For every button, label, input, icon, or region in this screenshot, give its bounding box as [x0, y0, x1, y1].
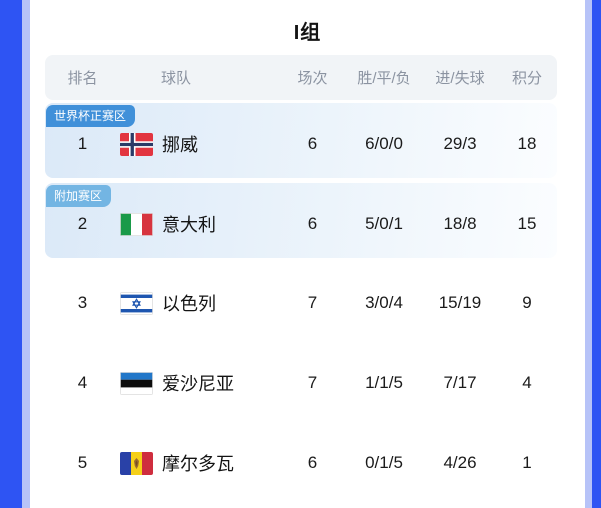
header-wdl: 胜/平/负: [357, 70, 411, 87]
header-rank: 排名: [67, 70, 98, 87]
matches-cell: 6: [307, 134, 318, 153]
wdl-cell: 1/1/5: [365, 373, 403, 392]
team-cell: 挪威: [120, 131, 280, 157]
rank-cell: 2: [77, 214, 88, 233]
matches-cell: 7: [307, 373, 318, 392]
table-row-moldova[interactable]: 5 摩尔多瓦 6 0/1/5 4/26 1: [45, 423, 557, 503]
points-cell: 9: [522, 293, 532, 312]
points-cell: 15: [517, 214, 537, 233]
moldova-flag-icon: [120, 451, 153, 475]
header-matches: 场次: [297, 70, 328, 87]
team-name: 意大利: [162, 215, 216, 235]
standings-table: 排名 球队 场次 胜/平/负 进/失球 积分 世界杯正赛区 1: [45, 55, 557, 503]
points-cell: 4: [522, 373, 532, 392]
header-team: 球队: [161, 70, 192, 87]
italy-flag-icon: [120, 212, 153, 236]
team-cell: 以色列: [120, 290, 280, 316]
left-frame-strip: [22, 0, 30, 508]
table-row-israel[interactable]: 3 以色列 7 3/0/4 15/19 9: [45, 263, 557, 343]
israel-flag-icon: [120, 291, 153, 315]
rank-cell: 3: [77, 293, 88, 312]
group-title: I组: [293, 22, 322, 44]
team-name: 爱沙尼亚: [162, 374, 234, 394]
estonia-flag-icon: [120, 371, 153, 395]
rank-cell: 1: [77, 134, 88, 153]
matches-cell: 7: [307, 293, 318, 312]
zone-badge-qualified: 世界杯正赛区: [46, 105, 136, 127]
wdl-cell: 5/0/1: [365, 214, 403, 233]
goals-cell: 7/17: [443, 373, 477, 392]
wdl-cell: 0/1/5: [365, 453, 403, 472]
header-goals: 进/失球: [435, 70, 485, 87]
table-row-estonia[interactable]: 4 爱沙尼亚 7 1/1/5 7/17 4: [45, 343, 557, 423]
zone-badge-playoff: 附加赛区: [46, 185, 112, 207]
goals-cell: 15/19: [438, 293, 482, 312]
matches-cell: 6: [307, 453, 318, 472]
right-frame-bar: [592, 0, 601, 508]
team-cell: 爱沙尼亚: [120, 370, 280, 396]
standings-panel: I组 排名 球队 场次 胜/平/负 进/失球 积分 世界杯正赛区 1: [30, 0, 585, 508]
wdl-cell: 6/0/0: [365, 134, 403, 153]
team-cell: 摩尔多瓦: [120, 450, 280, 476]
team-name: 挪威: [162, 135, 198, 155]
table-row-italy[interactable]: 附加赛区 2 意大利 6 5/0/1 18/8 15: [45, 183, 557, 258]
wdl-cell: 3/0/4: [365, 293, 403, 312]
table-row-norway[interactable]: 世界杯正赛区 1 挪威 6 6/0/0 29/3 18: [45, 103, 557, 178]
goals-cell: 18/8: [443, 214, 477, 233]
points-cell: 1: [522, 453, 532, 472]
norway-flag-icon: [120, 132, 153, 156]
header-points: 积分: [511, 70, 542, 87]
table-header-row: 排名 球队 场次 胜/平/负 进/失球 积分: [45, 55, 557, 100]
left-frame-bar: [0, 0, 22, 508]
team-name: 以色列: [162, 294, 216, 314]
right-frame-strip: [585, 0, 592, 508]
matches-cell: 6: [307, 214, 318, 233]
team-cell: 意大利: [120, 211, 280, 237]
goals-cell: 4/26: [443, 453, 477, 472]
team-name: 摩尔多瓦: [162, 454, 234, 474]
points-cell: 18: [517, 134, 537, 153]
goals-cell: 29/3: [443, 134, 477, 153]
rank-cell: 4: [77, 373, 88, 392]
rank-cell: 5: [77, 453, 88, 472]
